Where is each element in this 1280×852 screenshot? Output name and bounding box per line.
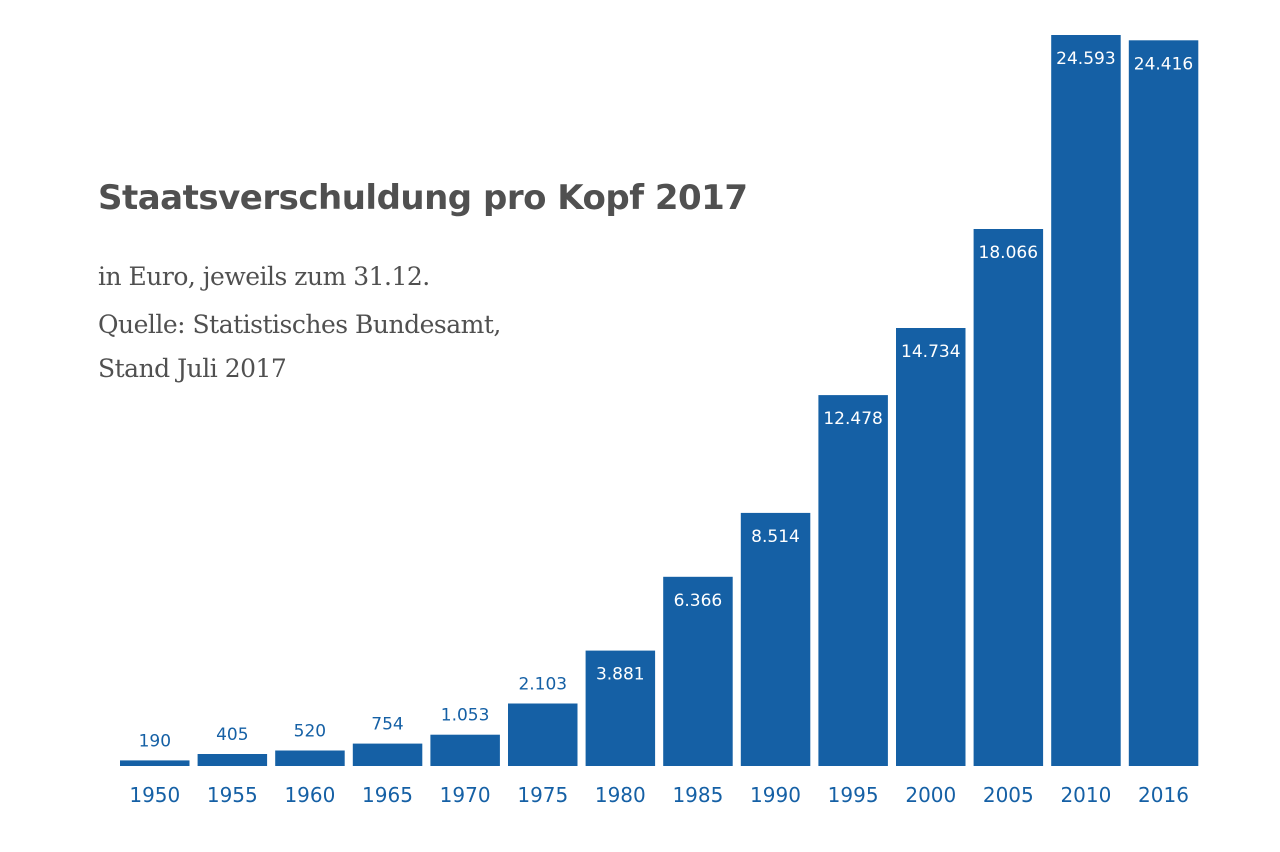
x-label-1995: 1995 — [828, 783, 879, 807]
value-label-1950: 190 — [139, 731, 171, 751]
chart-title: Staatsverschuldung pro Kopf 2017 — [98, 178, 748, 218]
bar-1985 — [663, 576, 733, 766]
bars-group — [120, 35, 1199, 767]
x-label-1960: 1960 — [284, 783, 335, 807]
bar-1960 — [275, 750, 345, 766]
x-label-2010: 2010 — [1060, 783, 1111, 807]
bar-2005 — [973, 229, 1044, 766]
bar-2016 — [1128, 40, 1199, 767]
x-label-1975: 1975 — [517, 783, 568, 807]
value-label-1990: 8.514 — [751, 527, 800, 547]
x-label-1955: 1955 — [207, 783, 258, 807]
x-label-2000: 2000 — [905, 783, 956, 807]
x-label-2005: 2005 — [983, 783, 1034, 807]
value-label-1995: 12.478 — [823, 409, 882, 429]
x-label-1950: 1950 — [129, 783, 180, 807]
value-label-1975: 2.103 — [518, 675, 567, 695]
bar-1965 — [352, 743, 423, 766]
x-label-1985: 1985 — [672, 783, 723, 807]
x-label-2016: 2016 — [1138, 783, 1189, 807]
x-label-1990: 1990 — [750, 783, 801, 807]
value-label-1955: 405 — [216, 725, 248, 745]
x-axis-labels-group: 1950 1955 1960 1965 1970 1975 1980 1985 1990 1995… — [129, 783, 1189, 807]
value-label-2010: 24.593 — [1056, 49, 1115, 69]
bar-1975 — [508, 703, 578, 766]
x-label-1980: 1980 — [595, 783, 646, 807]
bar-2010 — [1051, 35, 1121, 766]
value-label-1960: 520 — [294, 722, 326, 742]
value-label-1970: 1.053 — [441, 706, 490, 726]
chart-subtitle-date: Stand Juli 2017 — [98, 354, 287, 383]
chart-subtitle-unit: in Euro, jeweils zum 31.12. — [98, 262, 430, 291]
value-label-1980: 3.881 — [596, 665, 645, 685]
x-label-1965: 1965 — [362, 783, 413, 807]
chart-subtitle-source: Quelle: Statistisches Bundesamt, — [98, 310, 501, 339]
bar-1950 — [120, 760, 190, 766]
value-label-2005: 18.066 — [979, 243, 1038, 263]
value-label-1985: 6.366 — [674, 591, 723, 611]
bar-1955 — [197, 754, 268, 766]
x-label-1970: 1970 — [440, 783, 491, 807]
bar-1990 — [740, 512, 811, 766]
bar-2000 — [896, 328, 966, 766]
bar-1995 — [818, 395, 888, 766]
value-labels-group: 190 405 520 754 1.053 2.103 3.881 6.366 8.514 12.… — [139, 49, 1194, 751]
value-label-1965: 754 — [371, 715, 403, 735]
value-label-2016: 24.416 — [1134, 54, 1193, 74]
bar-1970 — [430, 734, 500, 766]
value-label-2000: 14.734 — [901, 342, 960, 362]
bar-1980 — [585, 650, 656, 766]
